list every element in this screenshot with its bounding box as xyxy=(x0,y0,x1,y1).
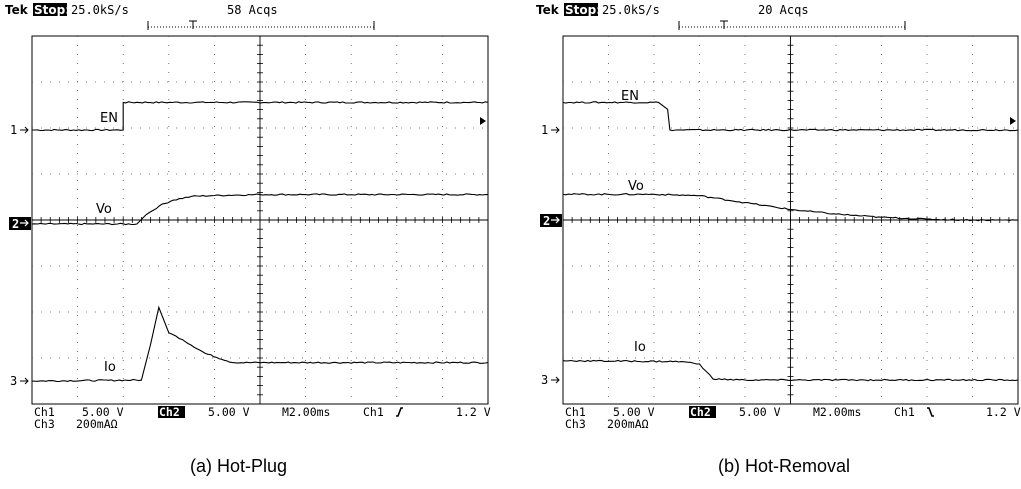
footer-ch3: Ch3 xyxy=(565,417,586,431)
header-acqs: 20 Acqs xyxy=(758,3,809,17)
trace-label-en: EN xyxy=(621,89,639,104)
scope-panel-1: Tek Stop: 25.0kS/s 58 Acqs 1 2 3 EN Vo Io Ch1 5.00 … xyxy=(5,3,491,476)
footer-ch2: Ch2 xyxy=(690,405,711,419)
footer-ch1: Ch1 xyxy=(565,405,586,419)
ch2-badge xyxy=(158,406,185,418)
header-brand: Tek xyxy=(536,3,560,17)
ground-marker-3: 3 xyxy=(10,374,17,388)
footer-ch3-scale: 200mAΩ xyxy=(607,417,649,431)
trigger-position-marker xyxy=(720,20,728,29)
header-brand: Tek xyxy=(5,3,29,17)
footer-ch1-scale: 5.00 V xyxy=(613,405,655,419)
trace-label-io: Io xyxy=(634,340,646,355)
trace-label-en: EN xyxy=(100,111,118,126)
scope-panel-2: Tek Stop: 25.0kS/s 20 Acqs 1 2 3 EN Vo Io Ch1 5.00 … xyxy=(536,3,1021,476)
trace-label-vo: Vo xyxy=(628,179,644,194)
trace-vo xyxy=(31,193,488,226)
footer-trigger-source: Ch1 xyxy=(894,405,915,419)
trace-io xyxy=(31,305,489,383)
footer-ch2-scale: 5.00 V xyxy=(739,405,781,419)
trace-en xyxy=(562,101,1019,132)
trace-vo xyxy=(562,193,1018,222)
ground-arrow xyxy=(20,126,29,134)
footer-ch3-scale: 200mAΩ xyxy=(76,417,118,431)
trace-label-io: Io xyxy=(104,360,116,375)
ground-arrow xyxy=(20,377,29,385)
ground-arrow xyxy=(551,126,560,134)
stop-badge xyxy=(564,3,598,16)
footer-trigger-level: 1.2 V xyxy=(456,405,491,419)
ground-arrow xyxy=(551,216,560,224)
ground-arrow xyxy=(551,376,560,384)
ground-marker-3: 3 xyxy=(541,373,548,387)
panel-caption: (a) Hot-Plug xyxy=(190,456,287,476)
ground-marker-1: 1 xyxy=(541,123,548,137)
ground-marker-2: 2 xyxy=(543,214,550,228)
ground-marker-1: 1 xyxy=(10,123,17,137)
panel-caption: (b) Hot-Removal xyxy=(718,456,850,476)
ch2-badge xyxy=(689,406,716,418)
footer-ch1-scale: 5.00 V xyxy=(82,405,124,419)
header-state: Stop: xyxy=(34,3,70,17)
ground-marker-2: 2 xyxy=(12,217,19,231)
trigger-slope-rising-icon xyxy=(396,407,403,417)
footer-ch3: Ch3 xyxy=(34,417,55,431)
trace-en xyxy=(32,101,489,132)
trigger-level-arrow-left xyxy=(1010,117,1016,125)
footer-ch2: Ch2 xyxy=(159,405,180,419)
trace-io xyxy=(562,359,1019,382)
footer-ch1: Ch1 xyxy=(34,405,55,419)
footer-trigger-level: 1.2 V xyxy=(986,405,1021,419)
header-rate: 25.0kS/s xyxy=(71,3,129,17)
trigger-level-arrow-left xyxy=(480,117,486,125)
stop-badge xyxy=(33,3,67,16)
trigger-position-marker xyxy=(189,20,197,29)
footer-timebase: M2.00ms xyxy=(282,405,330,419)
header-rate: 25.0kS/s xyxy=(602,3,660,17)
footer-ch2-scale: 5.00 V xyxy=(208,405,250,419)
header-acqs: 58 Acqs xyxy=(227,3,278,17)
trace-label-vo: Vo xyxy=(96,202,112,217)
footer-timebase: M2.00ms xyxy=(813,405,861,419)
footer-trigger-source: Ch1 xyxy=(363,405,384,419)
ground-arrow xyxy=(20,219,29,227)
header-state: Stop: xyxy=(565,3,601,17)
trigger-slope-falling-icon xyxy=(927,407,934,417)
